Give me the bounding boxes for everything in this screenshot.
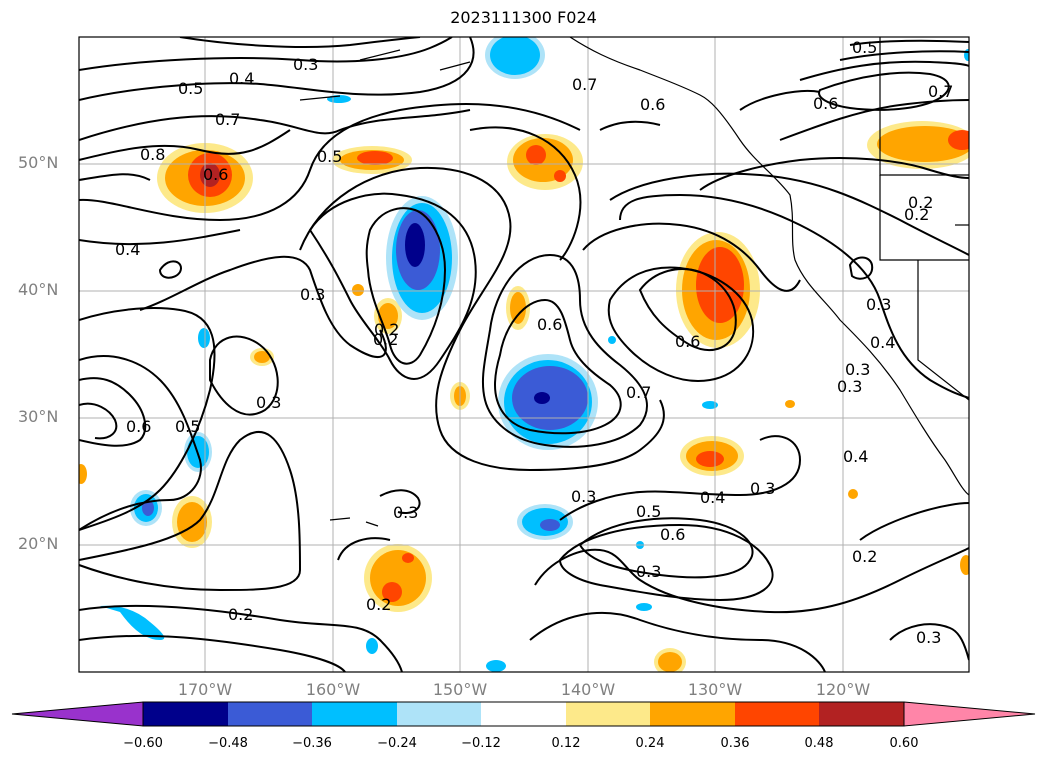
colorbar-tick-label: 0.36	[720, 736, 750, 751]
contour-label: 0.3	[293, 55, 318, 74]
colorbar-bin	[735, 702, 819, 726]
colorbar-tick-label: −0.48	[208, 736, 248, 751]
contour-label: 0.5	[317, 147, 342, 166]
positive-anomaly-7	[867, 121, 969, 169]
lat-label: 20°N	[18, 534, 59, 553]
contour-label: 0.3	[393, 503, 418, 522]
map-title: 2023111300 F024	[450, 8, 597, 27]
colorbar-bin	[143, 702, 228, 726]
contour-label: 0.7	[626, 383, 651, 402]
plot-frame	[78, 36, 970, 673]
contour-label: 0.5	[175, 417, 200, 436]
lon-label: 160°W	[305, 680, 361, 699]
lon-label: 130°W	[687, 680, 743, 699]
colorbar-high-extension	[903, 701, 1036, 727]
lon-label: 170°W	[177, 680, 233, 699]
colorbar-tick-label: −0.24	[377, 736, 417, 751]
colorbar-low-extension	[11, 701, 144, 727]
colorbar-tick-label: 0.48	[804, 736, 834, 751]
plot-area: 0.3 0.4 0.5 0.7 0.8 0.6 0.5 0.5 0.7 0.6 …	[79, 37, 969, 672]
colorbar-tick-label: 0.24	[635, 736, 665, 751]
contour-label: 0.3	[916, 628, 941, 647]
lat-label: 40°N	[18, 280, 59, 299]
contour-label: 0.2	[228, 605, 253, 624]
contour-label: 0.2	[908, 193, 933, 212]
contour-label: 0.3	[571, 487, 596, 506]
colorbar-frame	[142, 701, 905, 727]
colorbar-tick-label: −0.36	[292, 736, 332, 751]
contour-label: 0.3	[845, 360, 870, 379]
colorbar-tick-label: −0.12	[461, 736, 501, 751]
contour-label: 0.4	[870, 333, 895, 352]
colorbar-tick-label: 0.60	[889, 736, 919, 751]
contour-label: 0.6	[813, 94, 838, 113]
positive-anomaly-3	[676, 232, 760, 348]
contour-label: 0.6	[660, 525, 685, 544]
positive-anomaly-4	[680, 436, 744, 476]
colorbar-bin	[397, 702, 481, 726]
contour-label: 0.6	[675, 332, 700, 351]
contour-label: 0.2	[374, 320, 399, 339]
positive-anomaly-5	[364, 544, 432, 612]
contour-label: 0.4	[229, 69, 254, 88]
contour-label: 0.5	[178, 79, 203, 98]
lon-label: 120°W	[815, 680, 871, 699]
contour-label: 0.3	[837, 377, 862, 396]
contour-label: 0.7	[572, 75, 597, 94]
colorbar-bin	[481, 702, 566, 726]
graticule	[79, 37, 969, 672]
contour-label: 0.4	[843, 447, 868, 466]
contour-label: 0.2	[373, 330, 398, 349]
contour-label: 0.6	[640, 95, 665, 114]
contour-label: 0.3	[866, 295, 891, 314]
contour-label: 0.3	[636, 562, 661, 581]
contour-label-group: 0.3 0.4 0.5 0.7 0.8 0.6 0.5 0.5 0.7 0.6 …	[115, 38, 953, 647]
contour-label: 0.2	[366, 595, 391, 614]
colorbar-bin	[650, 702, 735, 726]
lon-label: 150°W	[432, 680, 488, 699]
colorbar-bin	[819, 702, 904, 726]
contour-label: 0.3	[750, 479, 775, 498]
colorbar-bin	[312, 702, 397, 726]
positive-anomaly-1	[332, 146, 412, 174]
contour-label: 0.8	[140, 145, 165, 164]
lat-label: 50°N	[18, 153, 59, 172]
contour-label: 0.7	[215, 110, 240, 129]
contour-label: 0.4	[115, 240, 140, 259]
negative-anomaly-2	[498, 354, 598, 450]
negative-anomaly-3	[485, 37, 545, 79]
contour-lines	[79, 37, 969, 672]
colorbar-bin	[566, 702, 650, 726]
contour-label: 0.2	[904, 205, 929, 224]
lat-label: 30°N	[18, 407, 59, 426]
colorbar-tick-label: −0.60	[123, 736, 163, 751]
coastlines	[299, 37, 969, 527]
contour-label: 0.6	[126, 417, 151, 436]
contour-label: 0.3	[300, 285, 325, 304]
positive-anomaly-2	[507, 134, 583, 190]
contour-label: 0.4	[700, 488, 725, 507]
contour-label: 0.2	[852, 547, 877, 566]
negative-anomaly-1	[386, 196, 458, 320]
contour-label: 0.3	[256, 393, 281, 412]
positive-anomaly-6	[172, 496, 212, 548]
contour-label: 0.5	[636, 502, 661, 521]
contour-label: 0.7	[928, 82, 953, 101]
contour-label: 0.5	[852, 38, 877, 57]
contour-label: 0.6	[537, 315, 562, 334]
colorbar-tick-label: 0.12	[551, 736, 581, 751]
colorbar-bin	[228, 702, 312, 726]
lon-label: 140°W	[560, 680, 616, 699]
contour-label: 0.6	[203, 165, 228, 184]
shaded-anomalies	[79, 37, 969, 672]
colorbar	[11, 701, 1036, 727]
